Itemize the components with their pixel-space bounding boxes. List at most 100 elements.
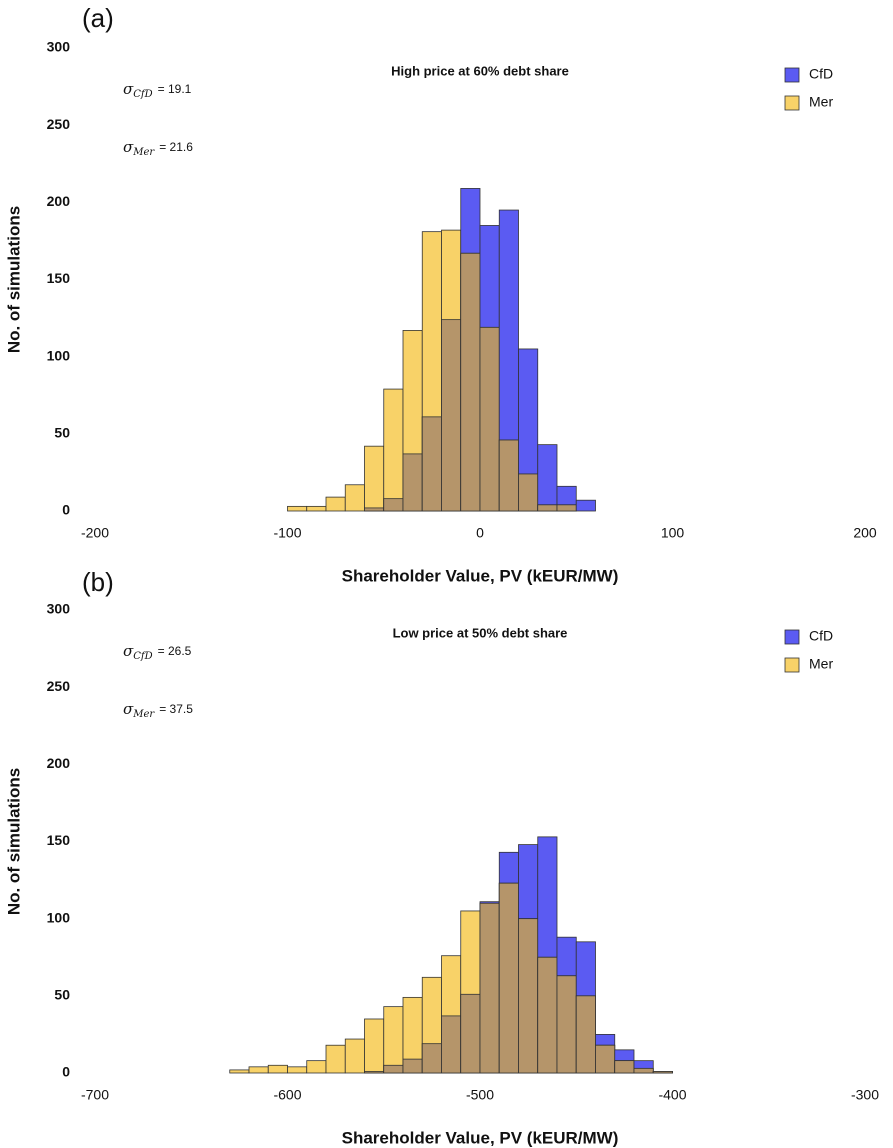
- annotation-value: = 26.5: [158, 644, 192, 658]
- y-tick-label: 300: [47, 601, 71, 617]
- overlap-bar: [479, 326, 500, 512]
- sigma: σ: [123, 80, 134, 98]
- y-tick-label: 50: [54, 425, 70, 441]
- overlap-bar: [383, 498, 404, 512]
- sigma: σ: [123, 642, 134, 660]
- annotation: σCfD = 19.1: [123, 80, 192, 100]
- overlap-bar: [421, 416, 442, 512]
- legend-label: CfD: [809, 628, 833, 644]
- y-tick-label: 250: [47, 678, 71, 694]
- legend-label: CfD: [809, 66, 833, 82]
- annotation: σMer = 21.6: [123, 138, 193, 158]
- panel: (a) 0 50 100 150 200 250 300 -200 -100 0 100 200 Shar…: [4, 3, 876, 586]
- overlap-bar: [421, 1043, 442, 1074]
- overlap-bar: [364, 1071, 385, 1074]
- legend-swatch: [784, 629, 800, 645]
- x-axis-label: Shareholder Value, PV (kEUR/MW): [342, 566, 619, 585]
- bar: [325, 1044, 346, 1074]
- sigma-sub: Mer: [132, 147, 155, 158]
- bar: [383, 388, 404, 512]
- sigma-sub: CfD: [133, 89, 152, 100]
- x-axis-label: Shareholder Value, PV (kEUR/MW): [342, 1128, 619, 1147]
- bar: [287, 505, 308, 512]
- overlap-bar: [518, 918, 539, 1074]
- y-tick-label: 300: [47, 39, 71, 55]
- bar: [287, 1066, 308, 1074]
- y-tick-label: 250: [47, 116, 71, 132]
- y-axis-label: No. of simulations: [4, 768, 23, 915]
- overlap-bar: [595, 1044, 616, 1074]
- panel-label: (b): [82, 567, 114, 597]
- sigma: σ: [123, 700, 134, 718]
- x-tick-label: -200: [81, 525, 109, 541]
- bar: [537, 444, 558, 512]
- overlap-bar: [441, 1015, 462, 1074]
- overlap-bar: [537, 504, 558, 512]
- overlap-bar: [402, 453, 423, 512]
- sigma: σ: [123, 138, 134, 156]
- overlap-bar: [518, 473, 539, 512]
- y-tick-label: 200: [47, 755, 71, 771]
- x-tick-label: 0: [476, 525, 484, 541]
- overlap-bar: [537, 956, 558, 1074]
- overlap-bar: [575, 995, 596, 1074]
- overlap-bar: [364, 507, 385, 512]
- legend-swatch: [784, 95, 800, 111]
- x-tick-label: -600: [273, 1087, 301, 1103]
- y-tick-label: 0: [62, 502, 70, 518]
- overlap-bar: [460, 993, 481, 1074]
- overlap-bar: [556, 504, 577, 512]
- bar: [383, 1006, 404, 1074]
- annotation-value: = 37.5: [159, 702, 193, 716]
- overlap-bar: [556, 975, 577, 1074]
- bar: [364, 445, 385, 512]
- overlap-bar: [498, 439, 519, 512]
- bar: [248, 1066, 269, 1074]
- annotation: σCfD = 26.5: [123, 642, 192, 662]
- bar: [575, 499, 596, 512]
- bar: [229, 1069, 250, 1074]
- chart-title: High price at 60% debt share: [391, 63, 569, 78]
- bar: [364, 1018, 385, 1074]
- annotation-value: = 19.1: [158, 82, 192, 96]
- overlap-bar: [633, 1067, 654, 1074]
- overlap-bar: [652, 1071, 673, 1074]
- panel-label: (a): [82, 3, 114, 33]
- bar: [306, 505, 327, 512]
- bar: [306, 1060, 327, 1074]
- y-tick-label: 200: [47, 193, 71, 209]
- bar: [267, 1064, 288, 1074]
- y-tick-label: 150: [47, 270, 71, 286]
- annotation: σMer = 37.5: [123, 700, 193, 720]
- sigma-sub: Mer: [132, 709, 155, 720]
- chart-title: Low price at 50% debt share: [393, 625, 568, 640]
- y-axis-label: No. of simulations: [4, 206, 23, 353]
- x-tick-label: 100: [661, 525, 685, 541]
- sigma-sub: CfD: [133, 651, 152, 662]
- legend-swatch: [784, 67, 800, 83]
- legend-label: Mer: [809, 94, 833, 110]
- overlap-bar: [498, 882, 519, 1074]
- overlap-bar: [402, 1058, 423, 1074]
- overlap-bar: [614, 1060, 635, 1074]
- y-tick-label: 100: [47, 909, 71, 925]
- x-tick-label: -500: [466, 1087, 494, 1103]
- x-tick-label: 200: [853, 525, 877, 541]
- x-tick-label: -400: [658, 1087, 686, 1103]
- overlap-bar: [383, 1064, 404, 1074]
- bar: [344, 484, 365, 512]
- overlap-bar: [441, 319, 462, 512]
- annotation-value: = 21.6: [159, 140, 193, 154]
- y-tick-label: 50: [54, 987, 70, 1003]
- overlap-bar: [460, 252, 481, 512]
- x-tick-label: -300: [851, 1087, 879, 1103]
- bar: [344, 1038, 365, 1074]
- y-tick-label: 150: [47, 832, 71, 848]
- y-tick-label: 0: [62, 1064, 70, 1080]
- x-tick-label: -700: [81, 1087, 109, 1103]
- panel: (b) 0 50 100 150 200 250 300 -700 -600 -500 -400 -30…: [4, 567, 879, 1148]
- overlap-bar: [479, 902, 500, 1074]
- bar: [325, 496, 346, 512]
- legend-label: Mer: [809, 656, 833, 672]
